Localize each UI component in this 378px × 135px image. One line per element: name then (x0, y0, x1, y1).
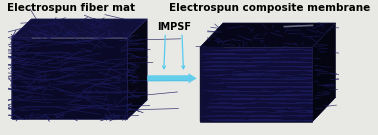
Polygon shape (200, 23, 336, 47)
Polygon shape (127, 19, 147, 119)
Polygon shape (200, 23, 223, 122)
Polygon shape (12, 19, 147, 38)
Text: IMPSF: IMPSF (156, 22, 191, 32)
Polygon shape (313, 23, 336, 122)
Polygon shape (200, 97, 336, 122)
Polygon shape (12, 38, 127, 119)
Polygon shape (200, 47, 313, 122)
Text: Electrospun composite membrane: Electrospun composite membrane (169, 3, 370, 13)
Text: Electrospun fiber mat: Electrospun fiber mat (7, 3, 135, 13)
Polygon shape (12, 19, 31, 119)
Polygon shape (12, 100, 147, 119)
Polygon shape (147, 73, 197, 83)
